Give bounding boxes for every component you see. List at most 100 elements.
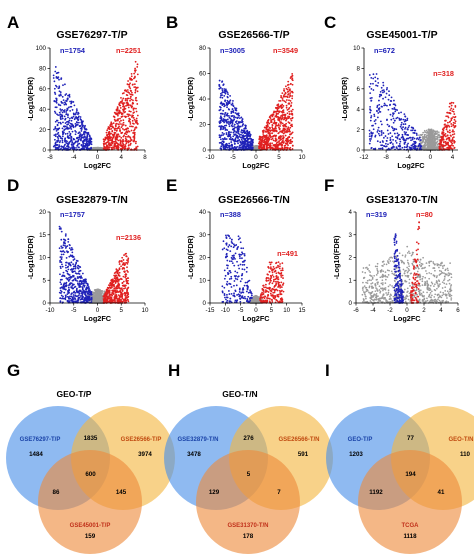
up-point xyxy=(115,129,118,132)
up-point xyxy=(277,112,280,115)
up-point xyxy=(134,69,137,72)
gene-point xyxy=(420,134,423,137)
up-point xyxy=(105,136,108,139)
down-point xyxy=(375,73,378,75)
down-point xyxy=(68,130,71,133)
up-point xyxy=(289,100,292,102)
down-point xyxy=(61,127,64,130)
up-point xyxy=(269,130,272,133)
down-point xyxy=(389,139,392,142)
down-point xyxy=(76,140,79,143)
up-point xyxy=(122,121,125,124)
down-point xyxy=(80,130,83,132)
down-point xyxy=(232,111,235,114)
up-point xyxy=(268,126,271,129)
down-point xyxy=(69,105,72,108)
down-point xyxy=(229,122,232,125)
down-point xyxy=(417,145,420,148)
down-point xyxy=(234,112,237,114)
gene-point xyxy=(418,134,420,137)
down-point xyxy=(66,140,68,143)
up-point xyxy=(266,128,269,131)
down-point xyxy=(77,112,80,115)
up-point xyxy=(291,123,293,126)
up-point xyxy=(129,143,132,146)
up-point xyxy=(124,99,127,102)
up-point xyxy=(291,108,294,111)
down-point xyxy=(78,142,81,145)
up-point xyxy=(114,136,117,139)
up-point xyxy=(445,128,448,131)
up-point xyxy=(281,103,284,106)
up-point xyxy=(282,132,285,135)
down-point xyxy=(372,132,374,134)
down-point xyxy=(404,126,407,129)
down-point xyxy=(61,95,64,98)
down-point xyxy=(241,118,244,121)
down-point xyxy=(382,97,384,100)
down-point xyxy=(75,111,78,114)
down-point xyxy=(394,110,397,113)
down-point xyxy=(70,136,73,139)
down-point xyxy=(236,112,238,115)
up-point xyxy=(447,121,449,124)
down-point xyxy=(57,71,60,74)
up-point xyxy=(274,111,276,113)
down-point xyxy=(85,139,88,142)
down-point xyxy=(67,116,69,119)
down-point xyxy=(76,117,78,120)
up-point xyxy=(448,145,451,148)
up-point xyxy=(114,142,117,145)
up-point xyxy=(267,121,270,124)
down-point xyxy=(55,141,57,144)
down-point xyxy=(54,135,57,138)
down-point xyxy=(230,144,232,147)
down-point xyxy=(63,129,66,131)
up-point xyxy=(289,82,292,85)
down-point xyxy=(251,140,254,142)
up-point xyxy=(136,103,139,105)
up-point xyxy=(273,117,276,120)
down-point xyxy=(55,85,58,88)
up-point xyxy=(116,112,118,115)
up-point xyxy=(109,136,112,139)
down-point xyxy=(60,78,63,80)
down-point xyxy=(67,143,70,146)
down-point xyxy=(372,73,375,76)
gene-point xyxy=(436,143,439,146)
down-point xyxy=(65,147,67,150)
down-point xyxy=(242,129,244,132)
down-point xyxy=(64,94,67,96)
down-point xyxy=(369,82,372,85)
up-point xyxy=(264,126,267,129)
gene-point xyxy=(435,135,438,138)
down-point xyxy=(239,142,242,144)
down-point xyxy=(401,135,404,138)
up-point xyxy=(269,142,272,145)
up-point xyxy=(448,121,451,123)
gene-point xyxy=(433,144,436,147)
up-point xyxy=(275,138,278,141)
down-point xyxy=(374,76,377,79)
point-cloud xyxy=(52,60,139,151)
up-point xyxy=(447,131,449,133)
up-point xyxy=(287,121,290,124)
down-point xyxy=(71,146,73,149)
down-point xyxy=(382,84,385,87)
gene-point xyxy=(421,146,424,149)
up-point xyxy=(135,146,138,149)
down-point xyxy=(83,127,86,130)
down-point xyxy=(413,144,416,147)
down-point xyxy=(225,138,228,140)
up-point xyxy=(267,130,270,132)
down-point xyxy=(401,133,404,136)
up-point xyxy=(277,131,280,134)
down-point xyxy=(394,140,397,142)
down-point xyxy=(231,104,234,106)
down-point xyxy=(396,147,398,150)
y-axis-label: -Log10(FDR) xyxy=(186,77,195,121)
up-point xyxy=(285,99,288,101)
up-point xyxy=(271,126,274,129)
down-point xyxy=(411,138,414,141)
up-point xyxy=(128,113,130,116)
